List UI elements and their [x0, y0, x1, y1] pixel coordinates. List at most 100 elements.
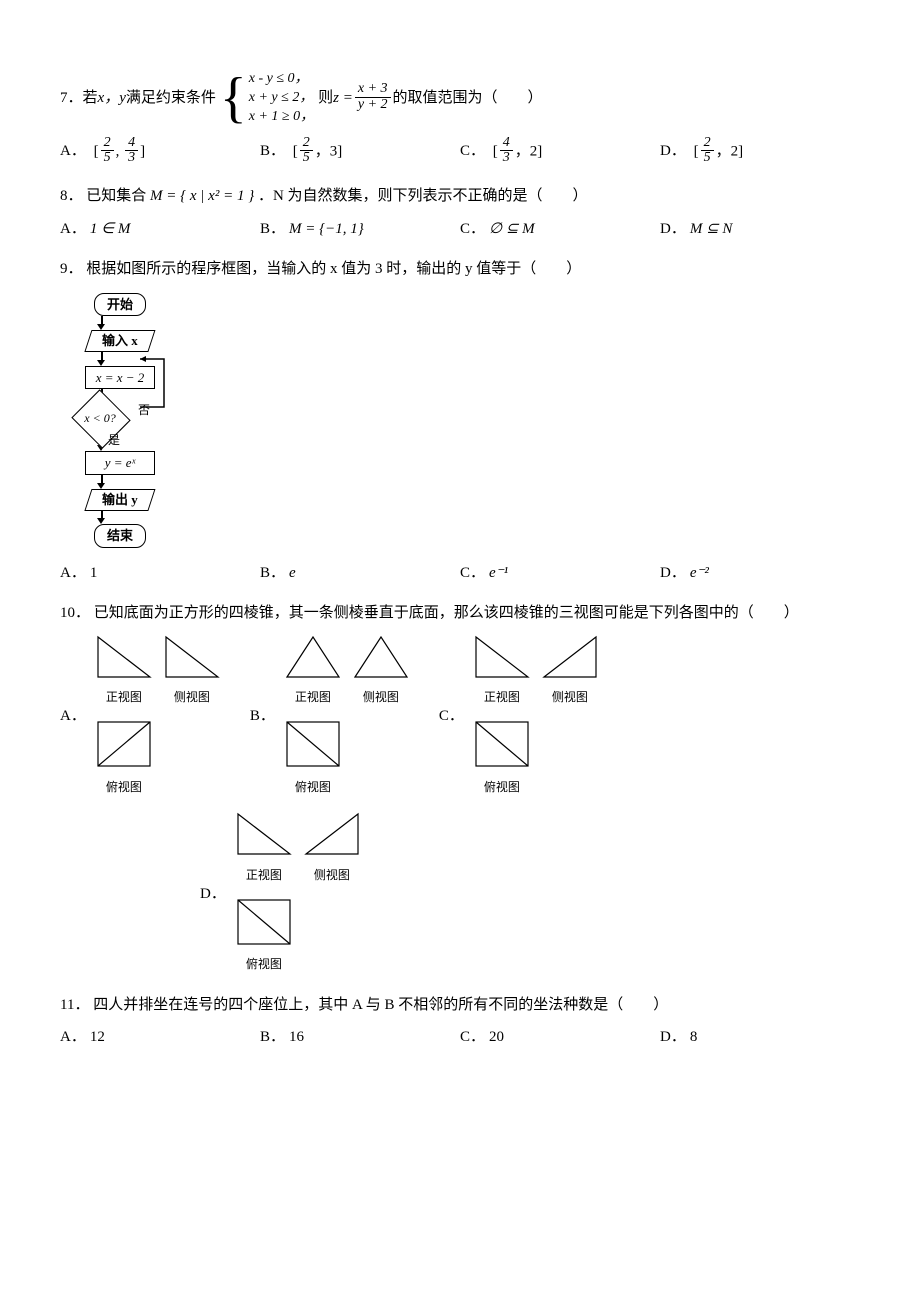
fc-arrow-icon — [101, 316, 103, 324]
q10-d-label: D． — [200, 883, 226, 906]
q7-constraint-system: { x - y ≤ 0， x + y ≤ 2， x + 1 ≥ 0， — [220, 70, 314, 127]
q10-a-top: 俯视图 — [96, 720, 152, 796]
square-diag-tl-br-icon — [474, 720, 530, 768]
q10-stem-text: 已知底面为正方形的四棱锥，其一条侧棱垂直于底面，那么该四棱锥的三视图可能是下列各… — [94, 605, 799, 621]
q10-b-front: 正视图 — [285, 635, 341, 707]
q10-options-row2: D． 正视图 侧视图 俯视图 — [200, 812, 860, 976]
q10-opt-a: A． 正视图 侧视图 俯视图 — [60, 635, 220, 799]
question-9: 9． 根据如图所示的程序框图，当输入的 x 值为 3 时，输出的 y 值等于（ … — [60, 258, 860, 584]
q7-constraint-lines: x - y ≤ 0， x + y ≤ 2， x + 1 ≥ 0， — [247, 70, 314, 127]
q11-opt-a: A．12 — [60, 1026, 260, 1049]
question-11: 11． 四人并排坐在连号的四个座位上，其中 A 与 B 不相邻的所有不同的坐法种… — [60, 994, 860, 1049]
triangle-iso-icon — [285, 635, 341, 679]
q9-opt-b: B．e — [260, 562, 460, 585]
fc-arrow-icon — [101, 510, 103, 518]
q7-stem: 7． 若 x，y 满足约束条件 { x - y ≤ 0， x + y ≤ 2， … — [60, 70, 860, 127]
triangle-left-icon — [542, 635, 598, 679]
triangle-iso-icon — [353, 635, 409, 679]
q10-b-top: 俯视图 — [285, 720, 341, 796]
question-7: 7． 若 x，y 满足约束条件 { x - y ≤ 0， x + y ≤ 2， … — [60, 70, 860, 167]
q7-sys-l2: x + y ≤ 2， — [249, 89, 314, 108]
fc-arrowhead-icon — [97, 483, 105, 489]
q7-frac-den: y + 2 — [355, 98, 391, 113]
q8-set-m: M = { x | x² = 1 } — [150, 188, 254, 204]
q7-c-label: C． — [460, 143, 485, 159]
fc-arrow-icon — [101, 475, 103, 483]
q8-opt-c: C．∅ ⊆ M — [460, 218, 660, 241]
q7-b-f1: 25 — [300, 136, 313, 166]
fc-start: 开始 — [94, 293, 146, 317]
q11-stem: 11． 四人并排坐在连号的四个座位上，其中 A 与 B 不相邻的所有不同的坐法种… — [60, 994, 860, 1017]
q7-b-label: B． — [260, 143, 285, 159]
fc-assign2: y = eˣ — [85, 451, 155, 475]
fc-arrow-icon — [101, 352, 103, 360]
q9-opt-a: A．1 — [60, 562, 260, 585]
q7-z-frac: x + 3 y + 2 — [355, 82, 391, 112]
question-8: 8． 已知集合 M = { x | x² = 1 } ．N 为自然数集，则下列表… — [60, 185, 860, 240]
q10-a-views: 正视图 侧视图 俯视图 — [96, 635, 220, 799]
q7-vars: x，y — [98, 87, 126, 110]
q10-c-front: 正视图 — [474, 635, 530, 707]
triangle-right-icon — [164, 635, 220, 679]
square-diag-tl-br-icon — [236, 898, 292, 946]
q11-number: 11． — [60, 997, 89, 1013]
q7-options: A． [25, 43] B． [25，3] C． [43，2] D． [25，2… — [60, 137, 860, 167]
q8-stem-a: 已知集合 — [86, 188, 150, 204]
q9-stem: 9． 根据如图所示的程序框图，当输入的 x 值为 3 时，输出的 y 值等于（ … — [60, 258, 860, 281]
q10-a-side: 侧视图 — [164, 635, 220, 707]
fc-input: 输入 x — [85, 330, 156, 352]
q10-opt-d: D． 正视图 侧视图 俯视图 — [200, 812, 360, 976]
q10-opt-c: C． 正视图 侧视图 俯视图 — [439, 635, 598, 799]
q11-opt-d: D．8 — [660, 1026, 860, 1049]
q8-options: A．1 ∈ M B．M = {−1, 1} C．∅ ⊆ M D．M ⊆ N — [60, 218, 860, 241]
q8-opt-a: A．1 ∈ M — [60, 218, 260, 241]
q9-opt-d: D．e⁻² — [660, 562, 860, 585]
q7-z-eq: z = — [333, 87, 353, 110]
q7-tail: 的取值范围为（ ） — [393, 87, 543, 110]
brace-icon: { — [220, 70, 247, 126]
q10-b-side: 侧视图 — [353, 635, 409, 707]
q9-flowchart: 开始 输入 x x = x − 2 x < 0? 否 是 y = eˣ 输出 y… — [60, 293, 180, 548]
fc-cond-label: x < 0? — [60, 409, 140, 427]
q10-d-top: 俯视图 — [236, 898, 292, 974]
q10-d-front: 正视图 — [236, 812, 292, 884]
q8-number: 8． — [60, 188, 83, 204]
triangle-right-icon — [96, 635, 152, 679]
q7-opt-d: D． [25，2] — [660, 137, 860, 167]
q7-a-label: A． — [60, 143, 86, 159]
fc-end: 结束 — [94, 524, 146, 548]
q11-opt-c: C．20 — [460, 1026, 660, 1049]
q7-a-open: [ — [94, 143, 99, 159]
q10-a-label: A． — [60, 705, 86, 728]
q10-a-front: 正视图 — [96, 635, 152, 707]
fc-loop-back-icon — [136, 355, 176, 443]
q7-number: 7． — [60, 87, 83, 110]
q7-mid: 满足约束条件 — [126, 87, 216, 110]
q7-c-f1: 43 — [500, 136, 513, 166]
fc-output: 输出 y — [85, 489, 156, 511]
q8-opt-d: D．M ⊆ N — [660, 218, 860, 241]
q9-opt-c: C．e⁻¹ — [460, 562, 660, 585]
q10-d-side: 侧视图 — [304, 812, 360, 884]
q11-opt-b: B．16 — [260, 1026, 460, 1049]
q7-after-sys: 则 — [318, 87, 333, 110]
q7-frac-num: x + 3 — [355, 82, 391, 98]
q10-c-side: 侧视图 — [542, 635, 598, 707]
q7-opt-a: A． [25, 43] — [60, 137, 260, 167]
fc-yes-label: 是 — [108, 431, 120, 449]
q11-stem-text: 四人并排坐在连号的四个座位上，其中 A 与 B 不相邻的所有不同的坐法种数是（ … — [93, 997, 668, 1013]
q7-d-label: D． — [660, 143, 686, 159]
q9-options: A．1 B．e C．e⁻¹ D．e⁻² — [60, 562, 860, 585]
question-10: 10． 已知底面为正方形的四棱锥，其一条侧棱垂直于底面，那么该四棱锥的三视图可能… — [60, 602, 860, 976]
q7-opt-b: B． [25，3] — [260, 137, 460, 167]
q10-c-label: C． — [439, 705, 464, 728]
q10-options-row1: A． 正视图 侧视图 俯视图 — [60, 635, 860, 799]
square-diag-tl-br-icon — [285, 720, 341, 768]
q10-b-label: B． — [250, 705, 275, 728]
q10-opt-b: B． 正视图 侧视图 俯视图 — [250, 635, 409, 799]
q7-d-f1: 25 — [701, 136, 714, 166]
q7-a-f2: 43 — [125, 136, 138, 166]
q10-number: 10． — [60, 605, 90, 621]
q8-stem-b: ．N 为自然数集，则下列表示不正确的是（ ） — [258, 188, 588, 204]
q7-opt-c: C． [43，2] — [460, 137, 660, 167]
